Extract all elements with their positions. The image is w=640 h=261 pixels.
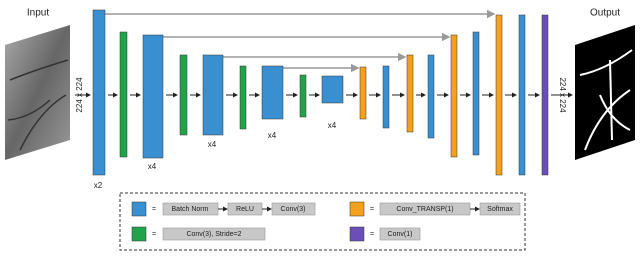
legend-step: Conv(3), Stride=2 bbox=[186, 231, 241, 238]
blocks bbox=[75, 9, 573, 176]
layer-block bbox=[119, 31, 128, 158]
layer-block bbox=[518, 14, 526, 176]
legend-step: Conv(3) bbox=[281, 206, 306, 213]
layer-block bbox=[472, 31, 480, 156]
layer-block bbox=[202, 54, 224, 136]
legend-step: Batch Norm bbox=[172, 206, 209, 213]
layer-block bbox=[541, 14, 549, 176]
repeat-label: x4 bbox=[208, 140, 217, 149]
layer-block bbox=[382, 65, 390, 129]
layer-block bbox=[299, 74, 307, 118]
output-label: Output bbox=[590, 8, 620, 19]
legend-equals: = bbox=[152, 231, 156, 238]
output-image bbox=[575, 25, 635, 160]
repeat-label: x4 bbox=[328, 121, 337, 130]
repeat-label: x2 bbox=[94, 181, 103, 190]
layer-block bbox=[450, 34, 458, 158]
layer-block bbox=[495, 14, 503, 176]
layer-block bbox=[427, 54, 435, 139]
layer-block bbox=[261, 65, 284, 120]
layer-block bbox=[92, 9, 106, 176]
layer-block bbox=[142, 34, 164, 159]
repeat-label: x4 bbox=[268, 131, 277, 140]
input-image bbox=[5, 25, 70, 160]
legend-equals: = bbox=[152, 206, 156, 213]
legend-equals: = bbox=[370, 231, 374, 238]
layer-block bbox=[359, 66, 367, 120]
legend-step: Softmax bbox=[487, 206, 513, 213]
layer-block bbox=[321, 75, 344, 104]
layer-block bbox=[406, 54, 414, 133]
legend-equals: = bbox=[370, 206, 374, 213]
input-label: Input bbox=[27, 8, 49, 19]
repeat-label: x4 bbox=[148, 162, 157, 171]
legend-step: Conv(1) bbox=[388, 231, 413, 238]
legend-step: Conv_TRANSP(1) bbox=[396, 206, 453, 213]
legend-step: ReLU bbox=[236, 206, 254, 213]
layer-block bbox=[239, 65, 247, 130]
legend: = = = = Batch Norm ReLU Conv(3) Conv_TRA… bbox=[119, 192, 526, 251]
layer-block bbox=[179, 54, 188, 136]
